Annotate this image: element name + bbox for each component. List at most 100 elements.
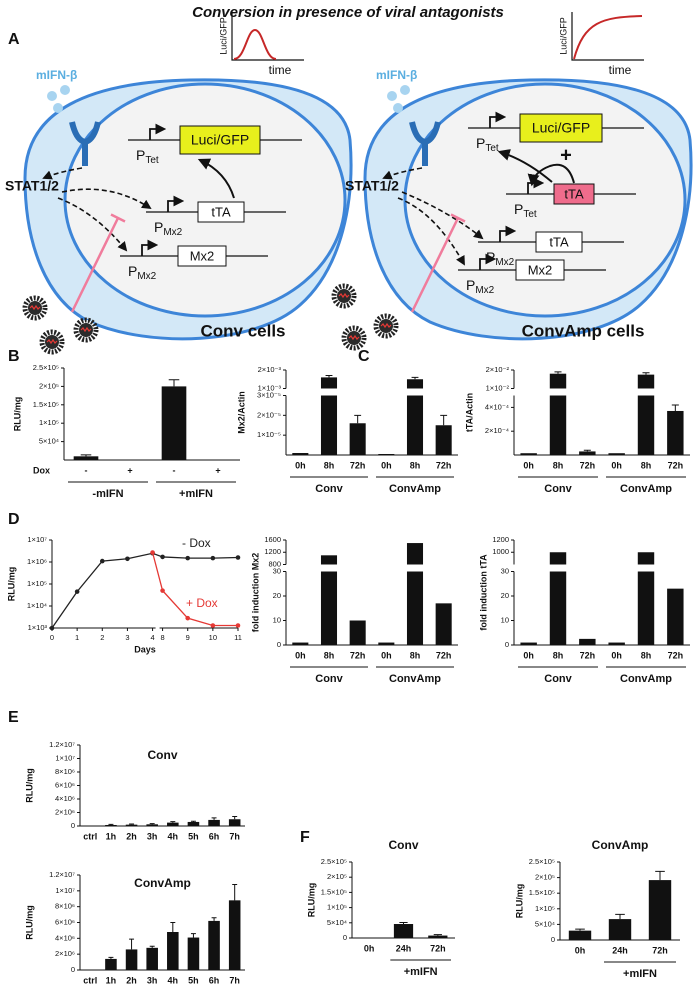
y-axis-label: RLU/mg [24, 905, 34, 940]
category-label: 8h [410, 650, 421, 660]
promoter-arrow [167, 195, 185, 212]
category-label: 2h [126, 975, 137, 985]
promoter-sub: Tet [485, 143, 499, 154]
y-tick-label: 1.2×10⁷ [49, 740, 75, 749]
y-tick-label: 2.5×10⁵ [321, 857, 347, 866]
y-tick-label: 0 [71, 821, 75, 830]
data-point [210, 555, 216, 561]
gene-label: Luci/GFP [191, 132, 249, 148]
virus-genome [380, 322, 392, 329]
y-tick-label: 1.5×10⁵ [529, 888, 555, 897]
virus-genome [338, 292, 350, 299]
category-label: 72h [580, 460, 596, 470]
bar [637, 374, 655, 455]
y-tick-label: 1×10⁷ [55, 753, 75, 762]
y-tick-label: 2×10⁻⁵ [257, 410, 281, 419]
receptor [69, 121, 101, 166]
category-label: 5h [188, 831, 199, 841]
bar [187, 821, 200, 826]
bar [228, 819, 241, 826]
inset-axes [231, 12, 304, 61]
gene-label: tTA [211, 204, 231, 219]
category-label: 7h [229, 975, 240, 985]
bar [435, 425, 452, 455]
activation-arrow [197, 158, 235, 199]
y-axis-label: tTA/Actin [464, 393, 474, 432]
chart-title: Conv [389, 838, 419, 852]
x-tick-label: 9 [186, 633, 190, 642]
axis-break [287, 388, 459, 396]
group-label: Conv [315, 673, 343, 685]
error-bar [190, 820, 196, 822]
y-tick-label: 10 [273, 615, 281, 624]
promoter-label: PMx2 [154, 219, 183, 238]
error-bar [211, 817, 217, 820]
signal-arrow [61, 188, 152, 210]
promoter-main: P [466, 277, 475, 293]
bar [73, 456, 99, 460]
category-label: 0h [523, 460, 534, 470]
inset-x-label: time [269, 63, 292, 77]
bar [406, 543, 424, 645]
gene-label: Mx2 [528, 262, 553, 277]
ligand-label: mIFN-β [376, 68, 417, 82]
category-label: 2h [126, 831, 137, 841]
category-label: 3h [147, 975, 158, 985]
y-tick-label: 20 [501, 591, 509, 600]
data-point [160, 554, 165, 560]
category-label: 8h [553, 650, 564, 660]
bar [406, 379, 424, 455]
bar [208, 819, 220, 826]
x-axis-label: Days [134, 644, 156, 654]
chart-title: ConvAmp [134, 876, 191, 890]
data-point [150, 550, 155, 555]
category-label: 8h [324, 460, 335, 470]
y-tick-label: 800 [268, 559, 281, 568]
series-label: + Dox [186, 596, 218, 610]
feedback-arrow [527, 163, 575, 187]
bar [320, 377, 338, 455]
y-tick-label: 1×10³ [28, 623, 48, 632]
category-label: 0h [381, 650, 392, 660]
receptor [409, 121, 441, 166]
category-label: 24h [612, 945, 628, 955]
category-label: 6h [209, 831, 220, 841]
error-bar [615, 913, 625, 920]
category-label: + [215, 465, 220, 475]
data-point [235, 555, 241, 560]
y-tick-label: 1600 [264, 535, 281, 544]
category-label: 72h [350, 460, 366, 470]
category-label: 72h [668, 460, 684, 470]
bar [549, 373, 567, 455]
promoter-arrow [479, 253, 497, 270]
category-label: 6h [209, 975, 220, 985]
promoter-label: PTet [514, 201, 537, 220]
y-axis-label: Mx2/Actin [236, 391, 246, 434]
category-label: 72h [580, 650, 596, 660]
category-label: 72h [350, 650, 366, 660]
y-tick-label: 2×10⁻³ [258, 365, 282, 374]
y-tick-label: 1×10⁵ [327, 903, 347, 912]
group-label: ConvAmp [389, 483, 441, 495]
category-label: 0h [611, 650, 622, 660]
signal-arrow [42, 167, 83, 180]
gene-label: tTA [564, 186, 584, 201]
panel-label: B [8, 348, 20, 365]
error-bar [671, 404, 679, 411]
bar [435, 603, 452, 645]
group-label: Conv [315, 483, 343, 495]
bar [320, 555, 338, 645]
error-bar [168, 379, 180, 387]
y-tick-label: 30 [501, 566, 509, 575]
ligand [400, 85, 410, 95]
x-tick-label: 2 [100, 633, 104, 642]
bar [167, 932, 179, 970]
y-tick-label: 1.5×10⁵ [33, 400, 59, 409]
bar [228, 900, 241, 970]
promoter-sub: Mx2 [475, 285, 494, 296]
y-tick-label: 1200 [264, 547, 281, 556]
y-tick-label: 4×10⁶ [55, 794, 75, 803]
bar [125, 824, 138, 826]
axis-break [287, 564, 459, 572]
error-bar [354, 414, 362, 424]
